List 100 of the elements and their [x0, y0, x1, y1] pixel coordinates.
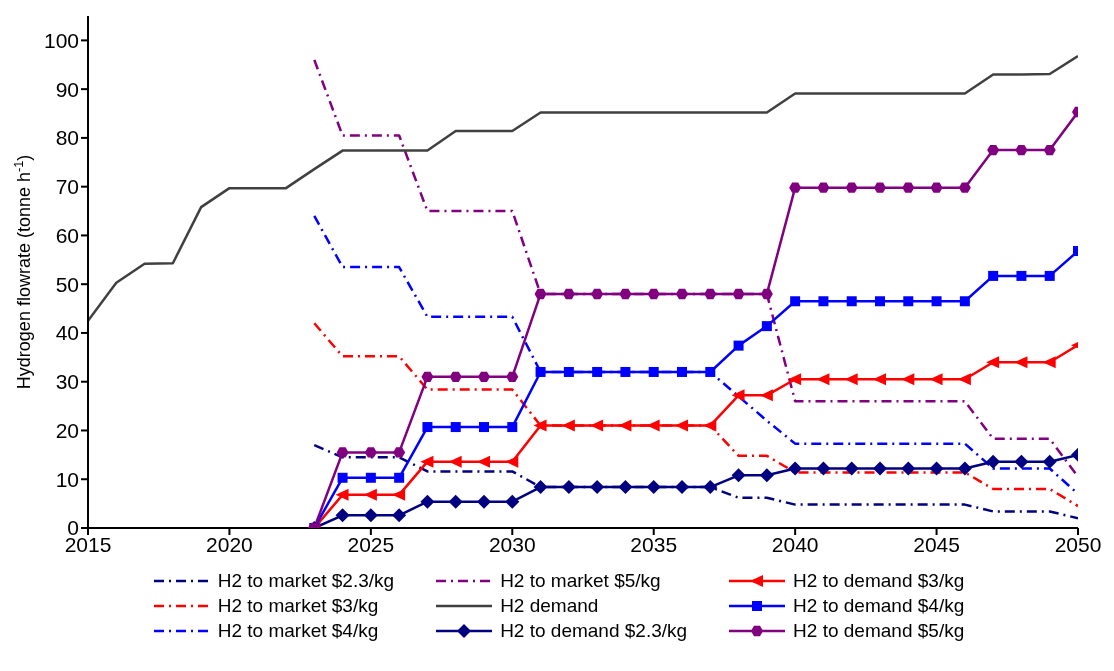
point: [675, 419, 688, 432]
legend-label: H2 demand: [500, 594, 599, 616]
point: [875, 296, 885, 307]
legend-label: H2 to market $4/kg: [217, 619, 379, 641]
y-tick-label: 40: [55, 321, 79, 345]
point: [931, 296, 942, 307]
point: [732, 288, 745, 300]
point: [337, 472, 348, 483]
point: [930, 182, 943, 193]
y-tick-label: 20: [55, 418, 79, 442]
legend-label: H2 to demand $5/kg: [793, 619, 965, 641]
point: [844, 373, 858, 386]
point: [903, 296, 914, 307]
point: [336, 447, 349, 458]
point: [705, 366, 716, 377]
point: [677, 366, 687, 377]
point: [394, 472, 405, 483]
point: [873, 461, 887, 476]
legend-label: H2 to demand $2.3/kg: [500, 619, 688, 641]
line-series: [313, 321, 1078, 508]
point: [364, 447, 377, 458]
point: [901, 373, 915, 386]
point: [448, 494, 463, 509]
point: [533, 419, 547, 432]
point: [788, 373, 802, 386]
point: [959, 296, 970, 307]
point: [676, 288, 688, 300]
point: [703, 419, 717, 432]
y-tick-label: 30: [55, 370, 79, 394]
point: [1016, 270, 1027, 281]
point: [563, 366, 574, 377]
point: [393, 447, 406, 458]
point: [335, 488, 349, 501]
point: [987, 144, 1000, 156]
legend-label: H2 to demand $4/kg: [793, 594, 965, 616]
x-tick-label: 2035: [630, 532, 678, 556]
legend-label: H2 to market $2.3/kg: [217, 569, 395, 591]
point: [902, 182, 915, 193]
legend-label: H2 to market $5/kg: [500, 569, 661, 591]
point: [986, 356, 1000, 369]
x-tick-label: 2025: [347, 532, 395, 556]
point: [479, 422, 489, 433]
x-tick-label: 2020: [206, 532, 253, 556]
point: [646, 419, 660, 432]
point: [733, 340, 744, 351]
point: [1043, 144, 1056, 156]
point: [422, 422, 433, 433]
point: [760, 288, 773, 300]
point: [704, 288, 717, 300]
point: [929, 461, 944, 476]
line-series: [88, 54, 1078, 323]
point: [1014, 454, 1029, 469]
legend-label: H2 to demand $3/kg: [793, 569, 965, 591]
point: [506, 371, 519, 383]
point: [363, 508, 378, 523]
y-tick-label: 50: [55, 272, 79, 296]
point: [478, 371, 490, 383]
point: [988, 270, 999, 281]
point: [618, 419, 632, 432]
point: [392, 488, 406, 501]
point: [957, 373, 971, 386]
x-tick-label: 2050: [1054, 532, 1102, 556]
point: [534, 288, 547, 300]
point: [449, 371, 462, 383]
point: [648, 366, 659, 377]
point: [505, 455, 519, 468]
point: [533, 480, 548, 495]
point: [421, 371, 434, 383]
y-tick-label: 70: [55, 175, 79, 199]
point: [790, 296, 801, 307]
y-tick-label: 60: [55, 223, 79, 247]
point: [592, 366, 603, 377]
point: [561, 480, 576, 495]
point: [618, 480, 633, 495]
point: [731, 389, 745, 402]
point: [507, 422, 518, 433]
point: [846, 296, 857, 307]
point: [929, 373, 943, 386]
y-tick-label: 90: [55, 77, 79, 101]
point: [817, 182, 830, 193]
point: [816, 461, 831, 476]
point: [958, 182, 971, 193]
point: [365, 472, 376, 483]
x-tick-label: 2030: [488, 532, 536, 556]
point: [818, 296, 829, 307]
point: [590, 419, 604, 432]
point: [562, 288, 575, 300]
point: [420, 455, 434, 468]
y-tick-label: 10: [55, 467, 79, 491]
point: [1042, 454, 1057, 469]
y-tick-label: 100: [43, 28, 79, 52]
point: [759, 389, 773, 402]
point: [1015, 144, 1028, 156]
point: [620, 366, 631, 377]
point: [957, 461, 972, 476]
point: [901, 461, 916, 476]
point: [788, 461, 803, 476]
point: [874, 182, 886, 193]
point: [561, 419, 575, 432]
point: [844, 461, 859, 476]
